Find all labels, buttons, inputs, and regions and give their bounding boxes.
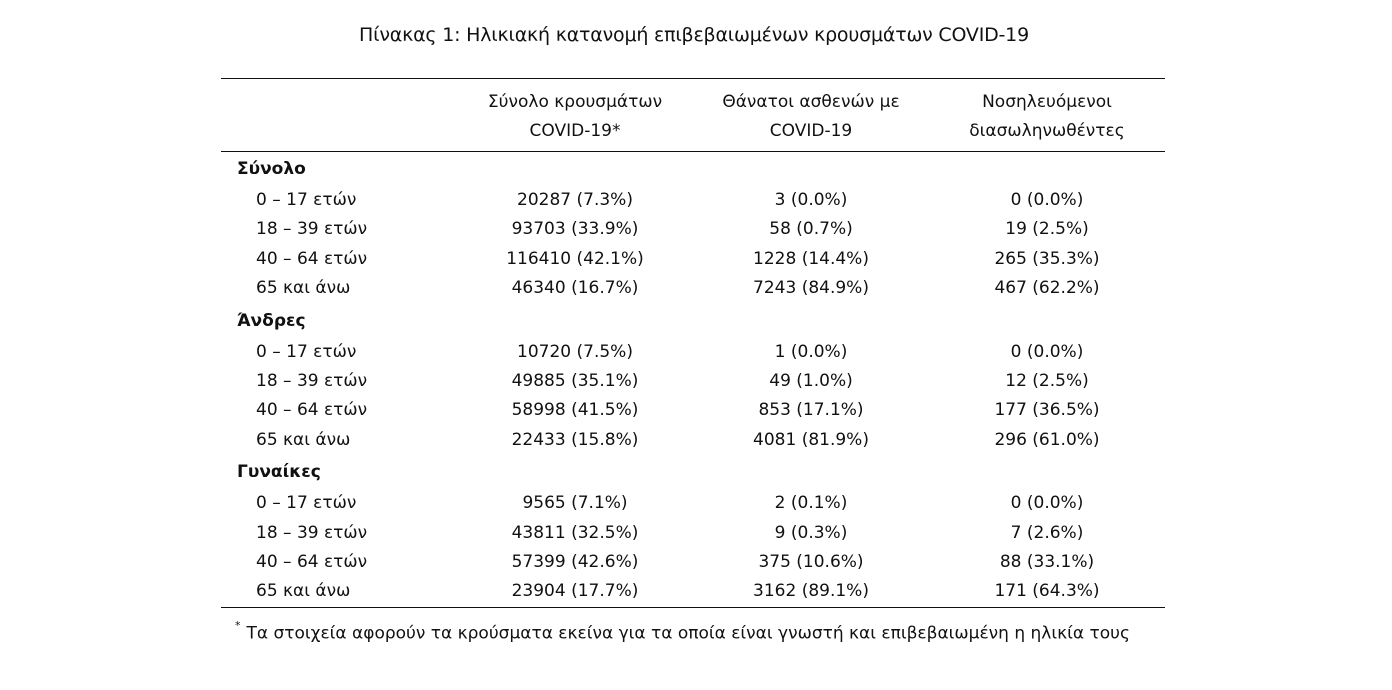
header-intubated: Νοσηλευόμενοι διασωληνωθέντες bbox=[929, 79, 1165, 152]
group-title: Σύνολο bbox=[237, 159, 306, 179]
header-deaths-line2: COVID-19 bbox=[769, 121, 853, 141]
footnote-text: Τα στοιχεία αφορούν τα κρούσματα εκείνα … bbox=[246, 623, 1130, 644]
group-men: Άνδρες 0 – 17 ετών 10720 (7.5%) 1 (0.0%)… bbox=[221, 304, 1165, 456]
intubated-cell: 177 (36.5%) bbox=[994, 400, 1100, 421]
header-intubated-line1: Νοσηλευόμενοι bbox=[982, 92, 1112, 112]
header-total-cases-line2: COVID-19* bbox=[529, 121, 621, 141]
table-row: 18 – 39 ετών 93703 (33.9%) 58 (0.7%) 19 … bbox=[221, 215, 1165, 244]
cases-cell: 9565 (7.1%) bbox=[522, 493, 628, 514]
cases-cell: 22433 (15.8%) bbox=[511, 429, 639, 450]
table-row: 40 – 64 ετών 116410 (42.1%) 1228 (14.4%)… bbox=[221, 245, 1165, 274]
deaths-cell: 49 (1.0%) bbox=[769, 371, 853, 392]
cases-cell: 43811 (32.5%) bbox=[511, 522, 639, 543]
intubated-cell: 19 (2.5%) bbox=[1005, 219, 1089, 240]
header-total-cases-line1: Σύνολο κρουσμάτων bbox=[487, 92, 663, 112]
table-row: 40 – 64 ετών 58998 (41.5%) 853 (17.1%) 1… bbox=[221, 396, 1165, 425]
table-row: 65 και άνω 22433 (15.8%) 4081 (81.9%) 29… bbox=[221, 426, 1165, 455]
intubated-cell: 0 (0.0%) bbox=[1010, 341, 1084, 362]
cases-cell: 58998 (41.5%) bbox=[511, 400, 639, 421]
group-title: Άνδρες bbox=[237, 310, 306, 331]
age-label: 40 – 64 ετών bbox=[256, 552, 368, 573]
intubated-cell: 0 (0.0%) bbox=[1010, 190, 1084, 210]
header-total-cases: Σύνολο κρουσμάτων COVID-19* bbox=[457, 79, 693, 152]
header-row: Σύνολο κρουσμάτων COVID-19* Θάνατοι ασθε… bbox=[221, 79, 1165, 152]
table-row: 0 – 17 ετών 10720 (7.5%) 1 (0.0%) 0 (0.0… bbox=[221, 338, 1165, 367]
header-deaths: Θάνατοι ασθενών με COVID-19 bbox=[693, 79, 929, 152]
intubated-cell: 12 (2.5%) bbox=[1005, 371, 1089, 392]
intubated-cell: 88 (33.1%) bbox=[999, 552, 1095, 573]
table-row: 18 – 39 ετών 43811 (32.5%) 9 (0.3%) 7 (2… bbox=[221, 519, 1165, 548]
group-title-row: Γυναίκες bbox=[221, 455, 1165, 489]
age-label: 40 – 64 ετών bbox=[256, 248, 368, 269]
age-label: 0 – 17 ετών bbox=[256, 493, 357, 514]
age-label: 18 – 39 ετών bbox=[256, 219, 368, 240]
intubated-cell: 7 (2.6%) bbox=[1010, 522, 1084, 543]
footnote-marker: * bbox=[235, 619, 241, 632]
age-distribution-table: Σύνολο κρουσμάτων COVID-19* Θάνατοι ασθε… bbox=[221, 78, 1165, 608]
age-label: 18 – 39 ετών bbox=[256, 371, 368, 392]
deaths-cell: 7243 (84.9%) bbox=[753, 278, 869, 299]
age-label: 65 και άνω bbox=[256, 581, 351, 602]
cases-cell: 46340 (16.7%) bbox=[511, 278, 639, 299]
deaths-cell: 375 (10.6%) bbox=[758, 552, 864, 573]
cases-cell: 20287 (7.3%) bbox=[517, 190, 633, 210]
data-table: Σύνολο κρουσμάτων COVID-19* Θάνατοι ασθε… bbox=[221, 78, 1165, 608]
intubated-cell: 171 (64.3%) bbox=[994, 581, 1100, 602]
header-deaths-line1: Θάνατοι ασθενών με bbox=[722, 92, 900, 112]
deaths-cell: 58 (0.7%) bbox=[769, 219, 853, 240]
header-empty bbox=[221, 79, 457, 152]
deaths-cell: 3 (0.0%) bbox=[774, 190, 848, 210]
table-row: 0 – 17 ετών 9565 (7.1%) 2 (0.1%) 0 (0.0%… bbox=[221, 489, 1165, 518]
group-title-row: Σύνολο bbox=[221, 152, 1165, 187]
deaths-cell: 4081 (81.9%) bbox=[753, 429, 869, 450]
intubated-cell: 0 (0.0%) bbox=[1010, 493, 1084, 514]
table-caption: Πίνακας 1: Ηλικιακή κατανομή επιβεβαιωμέ… bbox=[359, 24, 1029, 46]
deaths-cell: 2 (0.1%) bbox=[774, 493, 848, 514]
age-label: 0 – 17 ετών bbox=[256, 341, 357, 362]
cases-cell: 93703 (33.9%) bbox=[511, 219, 639, 240]
table-row: 40 – 64 ετών 57399 (42.6%) 375 (10.6%) 8… bbox=[221, 548, 1165, 577]
deaths-cell: 1 (0.0%) bbox=[774, 341, 848, 362]
group-women: Γυναίκες 0 – 17 ετών 9565 (7.1%) 2 (0.1%… bbox=[221, 455, 1165, 608]
intubated-cell: 265 (35.3%) bbox=[994, 248, 1100, 269]
group-title-row: Άνδρες bbox=[221, 304, 1165, 338]
table-row: 65 και άνω 23904 (17.7%) 3162 (89.1%) 17… bbox=[221, 577, 1165, 607]
table-footnote: * Τα στοιχεία αφορούν τα κρούσματα εκείνα… bbox=[235, 616, 1130, 647]
header-intubated-line2: διασωληνωθέντες bbox=[969, 121, 1125, 141]
cases-cell: 57399 (42.6%) bbox=[511, 552, 639, 573]
table-row: 65 και άνω 46340 (16.7%) 7243 (84.9%) 46… bbox=[221, 274, 1165, 303]
intubated-cell: 296 (61.0%) bbox=[994, 429, 1100, 450]
deaths-cell: 3162 (89.1%) bbox=[753, 581, 869, 602]
age-label: 40 – 64 ετών bbox=[256, 400, 368, 421]
table-row: 0 – 17 ετών 20287 (7.3%) 3 (0.0%) 0 (0.0… bbox=[221, 186, 1165, 215]
table-header: Σύνολο κρουσμάτων COVID-19* Θάνατοι ασθε… bbox=[221, 78, 1165, 152]
cases-cell: 23904 (17.7%) bbox=[511, 581, 639, 602]
cases-cell: 116410 (42.1%) bbox=[506, 248, 644, 269]
table-row: 18 – 39 ετών 49885 (35.1%) 49 (1.0%) 12 … bbox=[221, 367, 1165, 396]
deaths-cell: 1228 (14.4%) bbox=[753, 248, 869, 269]
cases-cell: 49885 (35.1%) bbox=[511, 371, 639, 392]
group-total: Σύνολο 0 – 17 ετών 20287 (7.3%) 3 (0.0%)… bbox=[221, 152, 1165, 304]
intubated-cell: 467 (62.2%) bbox=[994, 278, 1100, 299]
deaths-cell: 853 (17.1%) bbox=[758, 400, 864, 421]
age-label: 65 και άνω bbox=[256, 429, 351, 450]
group-title: Γυναίκες bbox=[237, 462, 321, 483]
age-label: 18 – 39 ετών bbox=[256, 522, 368, 543]
deaths-cell: 9 (0.3%) bbox=[774, 522, 848, 543]
age-label: 65 και άνω bbox=[256, 278, 351, 299]
cases-cell: 10720 (7.5%) bbox=[517, 341, 633, 362]
age-label: 0 – 17 ετών bbox=[256, 190, 357, 210]
